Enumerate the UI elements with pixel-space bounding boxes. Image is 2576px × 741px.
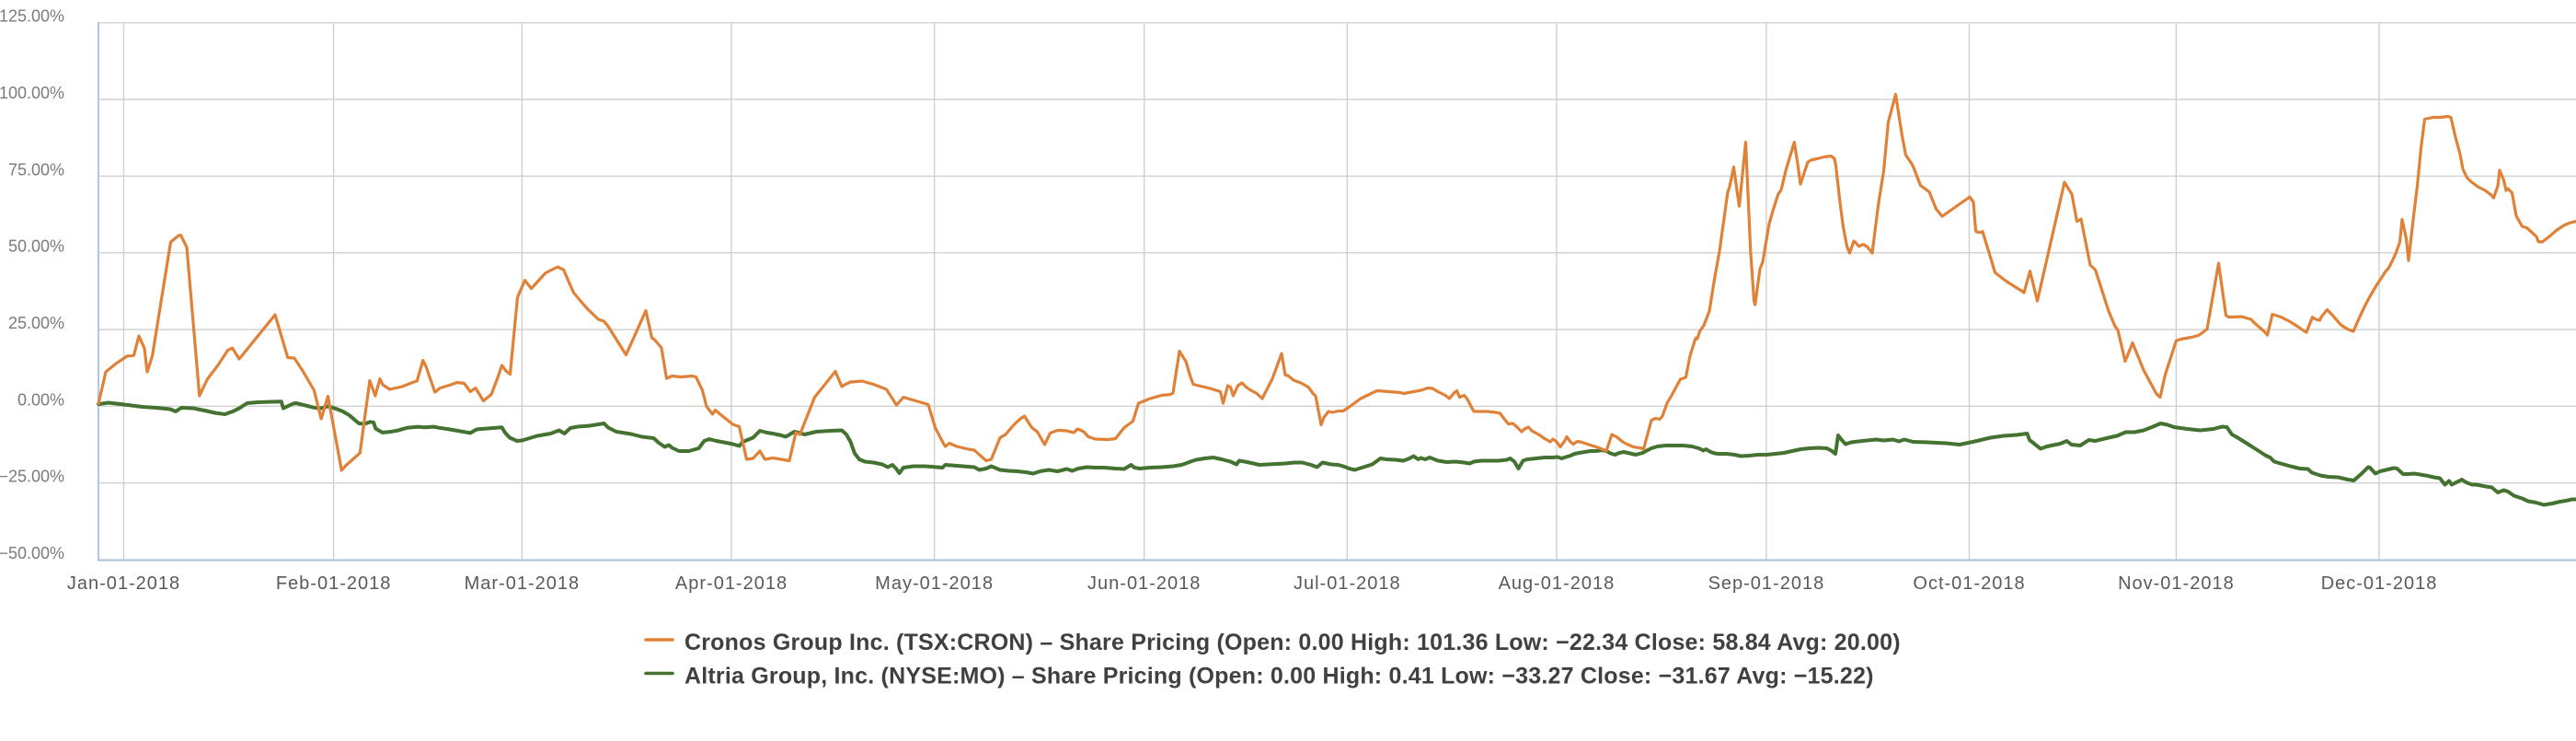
svg-text:Aug-01-2018: Aug-01-2018: [1499, 573, 1616, 594]
svg-text:100.00%: 100.00%: [0, 84, 64, 102]
svg-text:−25.00%: −25.00%: [0, 468, 64, 486]
svg-text:Jan-01-2018: Jan-01-2018: [67, 573, 180, 594]
svg-text:Feb-01-2018: Feb-01-2018: [276, 573, 392, 594]
svg-text:0.00%: 0.00%: [17, 390, 64, 409]
svg-text:Jun-01-2018: Jun-01-2018: [1087, 573, 1201, 594]
svg-text:25.00%: 25.00%: [8, 314, 64, 332]
svg-text:75.00%: 75.00%: [8, 160, 64, 179]
svg-text:Mar-01-2018: Mar-01-2018: [465, 573, 581, 594]
svg-text:Apr-01-2018: Apr-01-2018: [675, 573, 788, 594]
svg-text:Jul-01-2018: Jul-01-2018: [1294, 573, 1401, 594]
svg-text:Cronos Group Inc. (TSX:CRON) –: Cronos Group Inc. (TSX:CRON) – Share Pri…: [684, 630, 1901, 655]
svg-text:50.00%: 50.00%: [8, 237, 64, 256]
svg-text:−50.00%: −50.00%: [0, 544, 64, 562]
svg-text:Sep-01-2018: Sep-01-2018: [1708, 573, 1825, 594]
svg-text:Oct-01-2018: Oct-01-2018: [1913, 573, 2025, 594]
svg-text:May-01-2018: May-01-2018: [875, 573, 994, 594]
svg-text:Dec-01-2018: Dec-01-2018: [2321, 573, 2438, 594]
svg-text:Altria Group, Inc. (NYSE:MO) –: Altria Group, Inc. (NYSE:MO) – Share Pri…: [684, 664, 1874, 689]
svg-text:Nov-01-2018: Nov-01-2018: [2118, 573, 2235, 594]
svg-text:125.00%: 125.00%: [0, 7, 64, 26]
